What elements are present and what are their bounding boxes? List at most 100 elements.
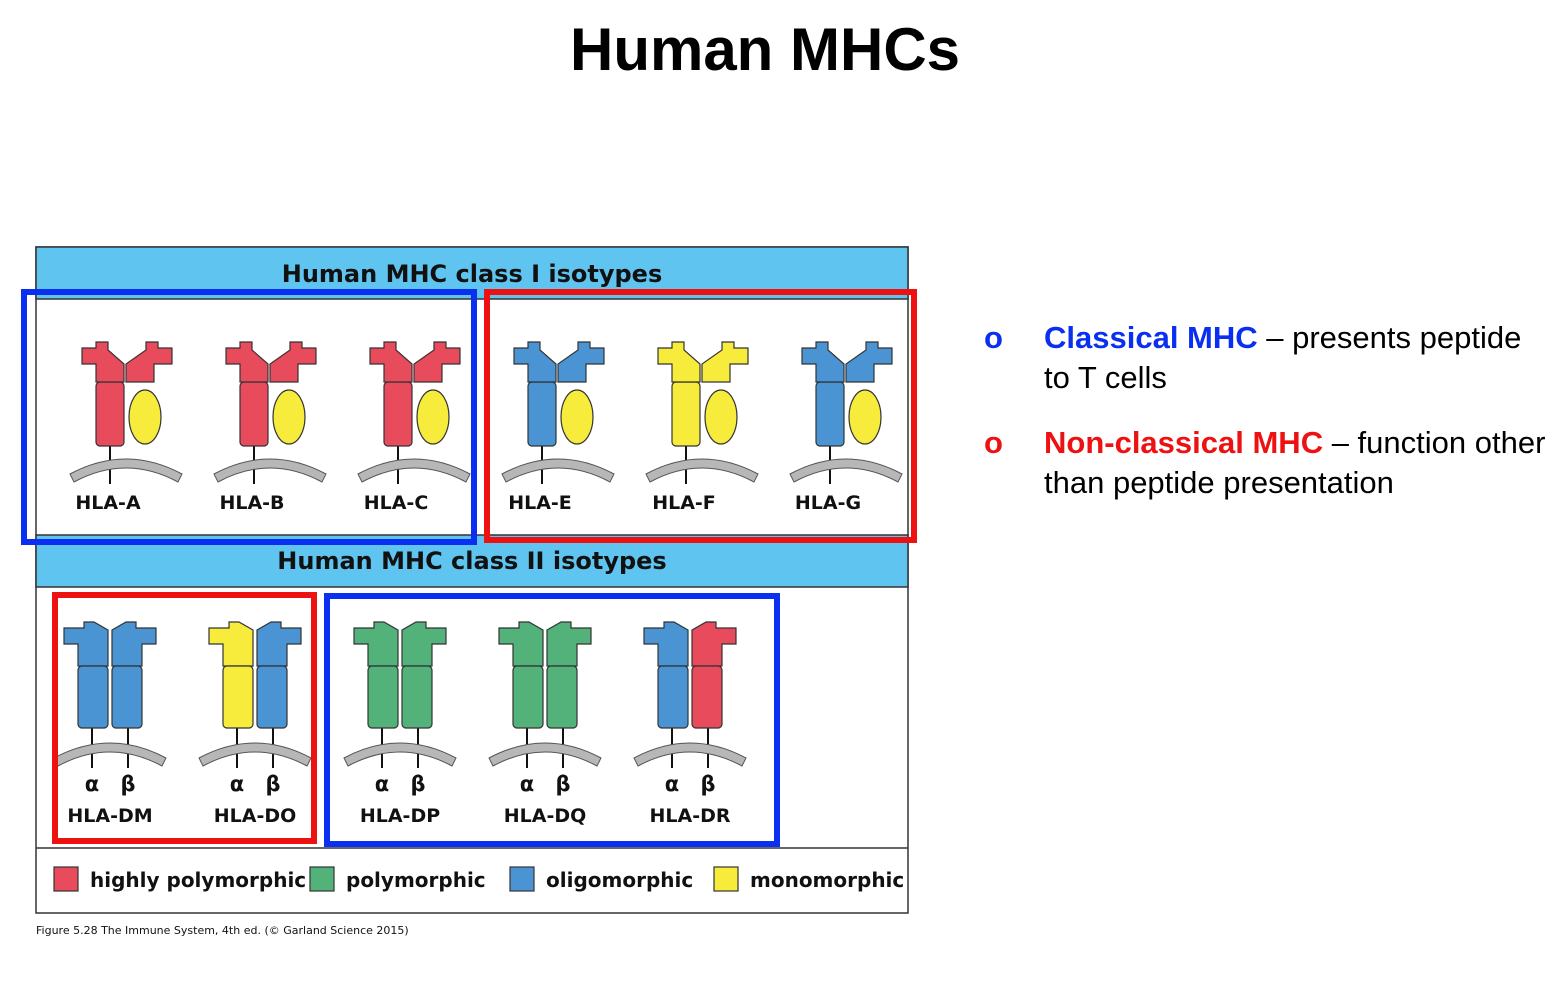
alpha2-domain xyxy=(269,341,317,383)
alpha1-domain xyxy=(369,341,413,383)
classical-mhc-class2-box xyxy=(324,593,780,847)
alpha2-domain xyxy=(845,341,893,383)
bullet-list: o Classical MHC – presents peptide to T … xyxy=(984,318,1554,528)
mhc-class2-molecule: α β HLA-DQ xyxy=(488,621,602,827)
alpha2-domain xyxy=(367,665,399,729)
cell-membrane xyxy=(69,458,183,483)
beta2-domain xyxy=(691,665,723,729)
cell-membrane xyxy=(343,742,457,767)
bullet-marker: o xyxy=(984,320,1003,355)
mhc-class2-molecule: α β HLA-DO xyxy=(198,621,312,827)
legend-label: oligomorphic xyxy=(546,868,693,892)
alpha-chain-label: α xyxy=(520,772,534,796)
mhc-class1-molecule: HLA-G xyxy=(789,341,903,514)
mhc-class1-molecule: HLA-E xyxy=(501,341,615,514)
alpha2-domain xyxy=(657,665,689,729)
alpha2-domain xyxy=(125,341,173,383)
legend-swatch xyxy=(53,866,79,892)
beta-chain-label: β xyxy=(120,772,135,796)
molecule-name-label: HLA-DM xyxy=(67,805,152,827)
alpha2-domain xyxy=(77,665,109,729)
beta-chain-label: β xyxy=(555,772,570,796)
legend-item: highly polymorphic xyxy=(53,866,306,892)
molecule-name-label: HLA-DP xyxy=(360,805,440,827)
cell-membrane xyxy=(789,458,903,483)
legend-item: oligomorphic xyxy=(509,866,693,892)
bullet-nonclassical-mhc: o Non-classical MHC – function other tha… xyxy=(984,423,1554,503)
legend-item: monomorphic xyxy=(713,866,904,892)
alpha-chain-label: α xyxy=(85,772,99,796)
alpha3-domain xyxy=(239,381,269,447)
beta2-microglobulin xyxy=(416,389,450,445)
cell-membrane xyxy=(357,458,471,483)
legend-swatch xyxy=(509,866,535,892)
beta2-domain xyxy=(256,665,288,729)
class2-header: Human MHC class II isotypes xyxy=(277,547,666,575)
molecule-name-label: HLA-G xyxy=(795,492,861,514)
mhc-class1-molecule: HLA-C xyxy=(357,341,471,514)
figure-caption: Figure 5.28 The Immune System, 4th ed. (… xyxy=(36,924,409,937)
alpha2-domain xyxy=(557,341,605,383)
legend-swatch xyxy=(309,866,335,892)
alpha2-domain xyxy=(701,341,749,383)
alpha1-domain xyxy=(513,341,557,383)
legend-label: polymorphic xyxy=(346,868,486,892)
bullet-marker: o xyxy=(984,425,1003,460)
legend-item: polymorphic xyxy=(309,866,486,892)
beta2-microglobulin xyxy=(128,389,162,445)
beta2-microglobulin xyxy=(560,389,594,445)
alpha-chain-label: α xyxy=(665,772,679,796)
nonclassical-mhc-class1-box xyxy=(484,289,917,543)
beta2-microglobulin xyxy=(848,389,882,445)
mhc-isotypes-figure: Human MHC class I isotypes Human MHC cla… xyxy=(21,246,917,914)
classical-mhc-term: Classical MHC xyxy=(1044,320,1258,355)
alpha1-domain xyxy=(801,341,845,383)
mhc-class2-molecule: α β HLA-DR xyxy=(633,621,747,827)
beta2-microglobulin xyxy=(272,389,306,445)
cell-membrane xyxy=(213,458,327,483)
legend-swatch xyxy=(713,866,739,892)
cell-membrane xyxy=(488,742,602,767)
beta-chain-label: β xyxy=(410,772,425,796)
beta2-microglobulin xyxy=(704,389,738,445)
legend-label: highly polymorphic xyxy=(90,868,306,892)
cell-membrane xyxy=(501,458,615,483)
mhc-class2-molecule: α β HLA-DM xyxy=(53,621,167,827)
molecule-name-label: HLA-DR xyxy=(649,805,730,827)
alpha2-domain xyxy=(512,665,544,729)
alpha3-domain xyxy=(671,381,701,447)
beta2-domain xyxy=(111,665,143,729)
beta2-domain xyxy=(401,665,433,729)
mhc-class1-molecule: HLA-F xyxy=(645,341,759,514)
molecule-name-label: HLA-C xyxy=(364,492,429,514)
class1-header: Human MHC class I isotypes xyxy=(282,260,662,288)
beta-chain-label: β xyxy=(700,772,715,796)
molecule-name-label: HLA-DO xyxy=(214,805,297,827)
nonclassical-mhc-class2-box xyxy=(52,592,317,844)
alpha1-domain xyxy=(225,341,269,383)
mhc-class2-molecule: α β HLA-DP xyxy=(343,621,457,827)
alpha3-domain xyxy=(527,381,557,447)
cell-membrane xyxy=(645,458,759,483)
alpha-chain-label: α xyxy=(375,772,389,796)
cell-membrane xyxy=(53,742,167,767)
slide-title: Human MHCs xyxy=(569,16,961,83)
molecule-name-label: HLA-A xyxy=(75,492,141,514)
molecule-name-label: HLA-E xyxy=(508,492,572,514)
mhc-class1-molecule: HLA-A xyxy=(69,341,183,514)
cell-membrane xyxy=(198,742,312,767)
nonclassical-mhc-term: Non-classical MHC xyxy=(1044,425,1324,460)
alpha3-domain xyxy=(95,381,125,447)
alpha1-domain xyxy=(81,341,125,383)
classical-mhc-description: – presents peptide to T cells xyxy=(1044,320,1522,395)
alpha1-domain xyxy=(657,341,701,383)
nonclassical-mhc-description: – function other than peptide presentati… xyxy=(1044,425,1546,500)
alpha2-domain xyxy=(222,665,254,729)
bullet-classical-mhc: o Classical MHC – presents peptide to T … xyxy=(984,318,1554,398)
alpha-chain-label: α xyxy=(230,772,244,796)
color-legend: highly polymorphic polymorphic oligomorphi… xyxy=(53,866,904,892)
legend-label: monomorphic xyxy=(750,868,904,892)
alpha3-domain xyxy=(383,381,413,447)
classical-mhc-class1-box xyxy=(21,289,477,545)
